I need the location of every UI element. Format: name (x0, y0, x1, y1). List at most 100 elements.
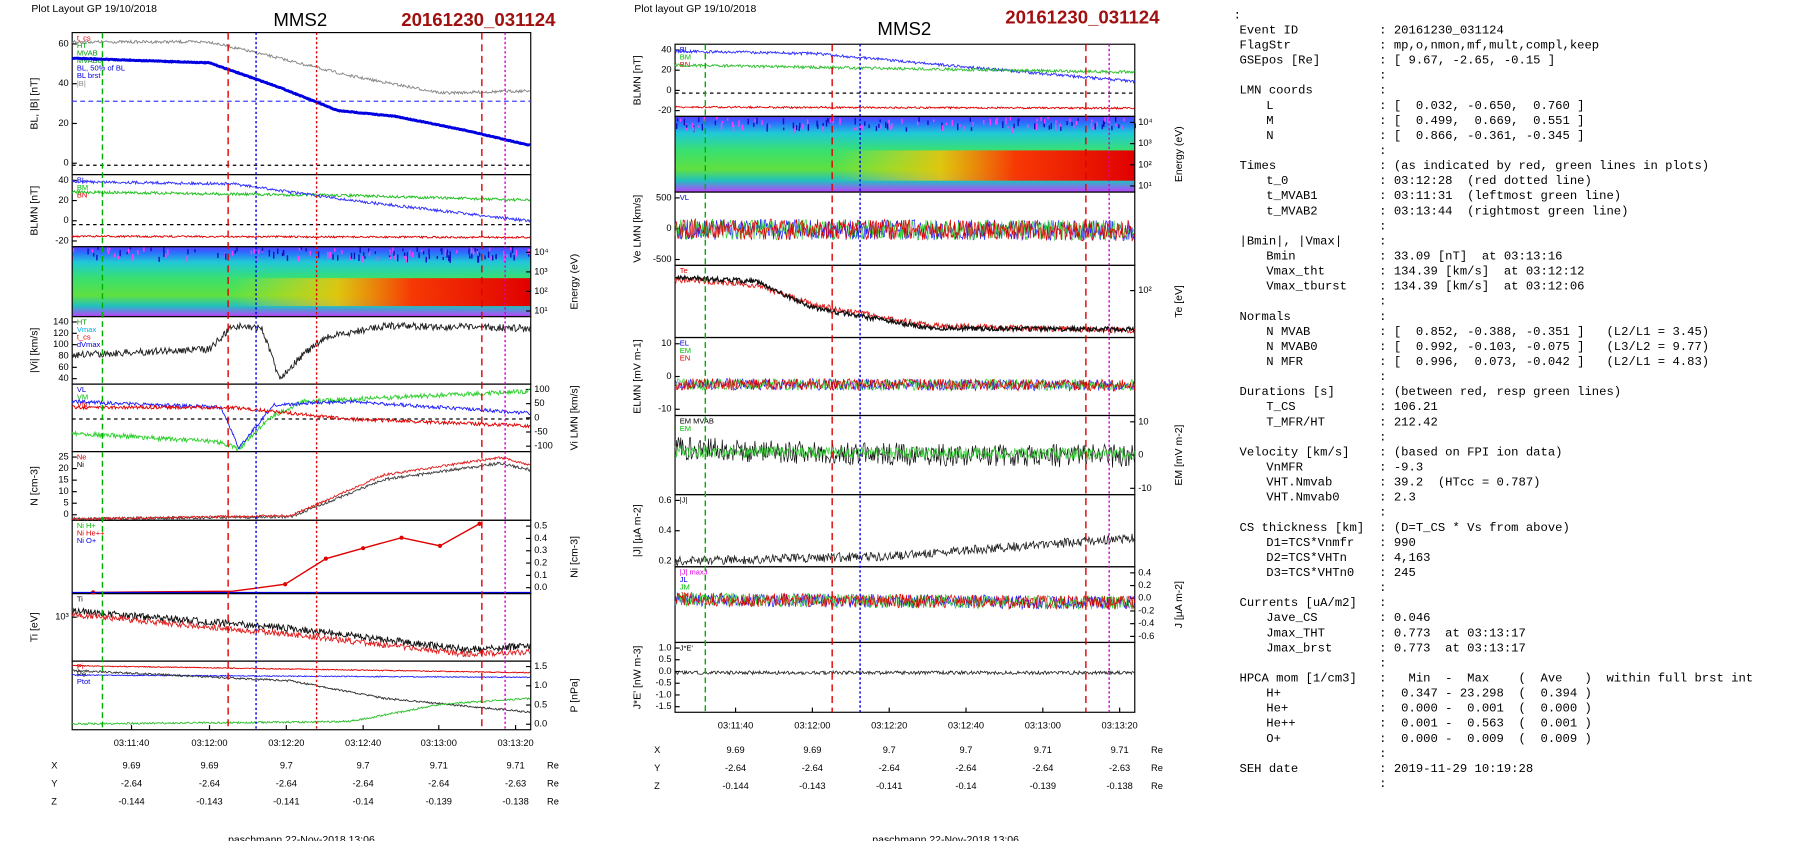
y-axis-label: ELMN [mV m-1] (633, 339, 644, 414)
info-label: M (1266, 114, 1273, 128)
info-value: : 134.39 [km/s] at 03:12:06 (1379, 280, 1584, 294)
spectrogram-noise (878, 123, 880, 128)
spectrogram-noise (721, 120, 724, 124)
spectrogram-noise (799, 122, 801, 128)
legend-entry: VM (77, 392, 88, 401)
trace (71, 606, 531, 654)
info-value: : [ 0.992, -0.103, -0.075 ] (L3/L2 = 9.7… (1379, 340, 1709, 354)
y-axis-label: P [nPa] (570, 678, 581, 712)
table-unit: Re (1151, 781, 1163, 791)
spectrogram-noise (756, 117, 758, 125)
spectrogram-noise (456, 250, 458, 254)
table-value: -2.63 (505, 778, 526, 788)
spectrogram-noise (816, 120, 818, 127)
y-tick-label: 10² (1138, 159, 1151, 169)
legend-entry: BN (77, 191, 87, 200)
info-label: Event ID (1240, 23, 1299, 37)
spectrogram-noise (1114, 116, 1117, 123)
y-tick-label: -0.6 (1138, 631, 1154, 641)
spectrogram-noise (368, 248, 370, 253)
y-tick-label: 40 (58, 373, 68, 383)
y-tick-label: 20 (58, 118, 68, 128)
info-heading: Durations [s] (1240, 385, 1335, 399)
y-axis-label: Vi LMN [km/s] (570, 385, 581, 450)
spectrogram-noise (425, 256, 427, 263)
spectrogram-noise (364, 256, 366, 259)
table-value: -2.64 (276, 778, 297, 788)
spectrogram-noise (469, 255, 471, 259)
info-heading: Currents [uA/m2] (1240, 596, 1357, 610)
x-tick-label: 03:11:40 (114, 738, 150, 748)
info-value: : 212.42 (1379, 415, 1438, 429)
spectrogram-noise (1048, 125, 1050, 130)
spectrogram-noise (853, 127, 855, 131)
spectrogram-noise (1005, 117, 1007, 125)
spectrogram-noise (1091, 119, 1093, 123)
y-tick-label: -500 (653, 254, 672, 264)
table-label: X (654, 745, 660, 755)
spectrogram-noise (503, 255, 505, 263)
spectrogram-noise (1017, 119, 1019, 126)
spectrogram-noise (698, 124, 700, 128)
y-tick-label: 40 (58, 175, 68, 185)
spectrogram-noise (702, 124, 704, 128)
spectrogram-noise (794, 126, 796, 134)
info-value: : 106.21 (1379, 400, 1438, 414)
spectrogram-noise (963, 125, 965, 130)
spectrogram-noise (416, 248, 419, 252)
y-tick-label: -0.5 (656, 678, 672, 688)
spectrogram-noise (472, 249, 475, 256)
spectrogram-noise (1096, 121, 1098, 127)
spectrogram-noise (217, 253, 219, 259)
info-label: Jave_CS (1266, 611, 1317, 625)
info-label: t_MVAB2 (1266, 204, 1317, 218)
spectrogram-noise (1107, 116, 1109, 123)
spectrogram-noise (1055, 123, 1057, 131)
spectrogram-noise (97, 247, 99, 250)
info-label: T_CS (1266, 400, 1295, 414)
spectrogram-noise (487, 251, 490, 258)
spectrogram-noise (1102, 120, 1105, 126)
info-value: : 2019-11-29 10:19:28 (1379, 762, 1533, 776)
spectrogram-noise (409, 250, 411, 256)
spectrogram-noise (983, 120, 985, 125)
info-value: : -9.3 (1379, 461, 1423, 475)
table-value: -2.63 (1109, 763, 1130, 773)
spectrogram-noise (470, 247, 473, 254)
table-label: Y (654, 763, 660, 773)
trace (674, 217, 1135, 242)
y-axis-label: Energy (eV) (1174, 126, 1185, 182)
info-heading: Velocity [km/s] (1240, 445, 1350, 459)
table-value: -2.64 (353, 778, 374, 788)
spectrogram-noise (698, 117, 700, 123)
info-heading-value: : (1379, 84, 1386, 98)
y-tick-label: 10 (1138, 416, 1148, 426)
legend-entry: BM (680, 53, 691, 62)
trace (71, 56, 531, 147)
spectrogram-noise (782, 117, 785, 125)
y-tick-label: 0.4 (534, 533, 547, 543)
spectrogram-noise (107, 246, 109, 252)
x-tick-label: 03:13:00 (421, 738, 457, 748)
spectrogram-noise (341, 250, 343, 255)
y-tick-label: -100 (534, 441, 553, 451)
spectrogram-noise (527, 248, 530, 255)
y-axis-label: |J| [µA m-2] (633, 504, 644, 557)
spectrogram-noise (261, 250, 264, 253)
trace (71, 39, 531, 96)
spectrogram-noise (888, 119, 890, 124)
y-tick-label: 10⁴ (534, 247, 548, 257)
y-axis-label: BLMN [nT] (633, 55, 644, 105)
y-tick-label: -50 (534, 426, 547, 436)
spectrogram-noise (1123, 117, 1125, 122)
spectrogram-noise (528, 249, 531, 255)
y-tick-label: -10 (658, 404, 671, 414)
spectrogram-noise (444, 249, 447, 256)
legend-entry: BL brst (77, 71, 102, 80)
panel-frame (674, 336, 1136, 417)
info-value: : 245 (1379, 566, 1416, 580)
info-value: : [ 0.866, -0.361, -0.345 ] (1379, 129, 1584, 143)
spectrogram-noise (806, 119, 809, 126)
spectrogram-noise (782, 127, 785, 131)
legend-entry: EM MVAB (680, 416, 714, 425)
